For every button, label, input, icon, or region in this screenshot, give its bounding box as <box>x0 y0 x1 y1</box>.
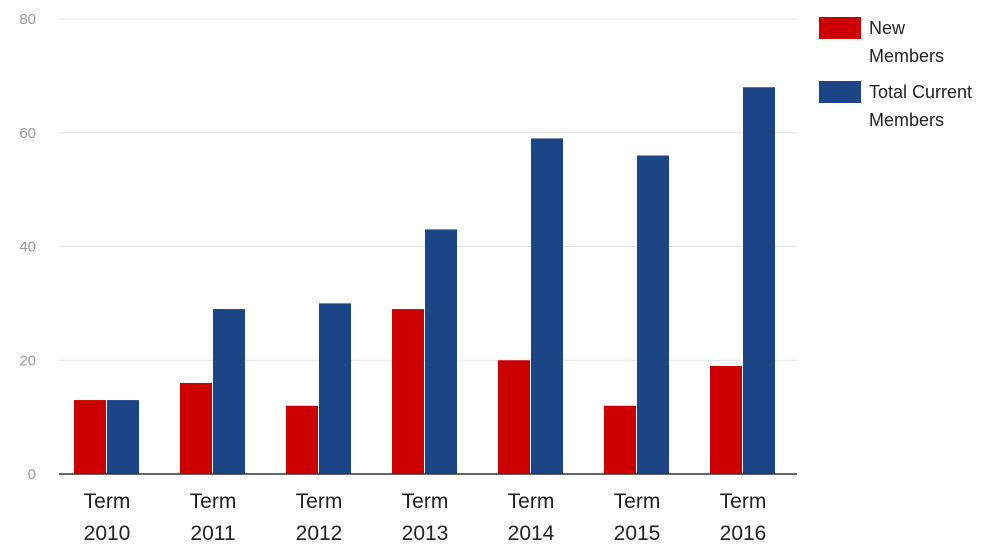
legend-label: Total Current <box>869 82 972 102</box>
y-tick-label: 20 <box>19 352 36 369</box>
y-tick-label: 80 <box>19 11 36 28</box>
legend-label: Members <box>869 46 944 66</box>
bar-series1-1[interactable] <box>213 309 245 474</box>
legend-swatch <box>819 17 861 39</box>
x-tick-label: Term <box>296 490 343 513</box>
x-tick-label: Term <box>720 490 767 513</box>
x-tick-label: 2011 <box>190 522 235 544</box>
y-tick-label: 60 <box>19 125 36 142</box>
bar-series0-1[interactable] <box>180 383 212 474</box>
bar-series1-6[interactable] <box>743 87 775 474</box>
legend-label: New <box>869 18 906 38</box>
bar-series1-3[interactable] <box>425 229 457 474</box>
x-tick-label: 2015 <box>614 522 661 544</box>
legend-swatch <box>819 81 861 103</box>
x-tick-label: 2014 <box>508 522 555 544</box>
x-tick-label: Term <box>84 490 131 513</box>
x-tick-label: Term <box>402 490 449 513</box>
bar-series0-2[interactable] <box>286 405 318 474</box>
x-tick-label: 2012 <box>296 522 343 544</box>
bar-series0-5[interactable] <box>604 405 636 474</box>
bar-series0-3[interactable] <box>392 309 424 474</box>
bar-series1-0[interactable] <box>107 400 139 474</box>
bar-series0-6[interactable] <box>710 365 742 474</box>
x-tick-label: 2016 <box>720 522 767 544</box>
y-tick-label: 40 <box>19 239 36 256</box>
y-tick-label: 0 <box>28 466 36 483</box>
legend-label: Members <box>869 110 944 130</box>
x-tick-label: Term <box>190 490 237 513</box>
x-tick-label: Term <box>614 490 661 513</box>
x-axis-ticks: Term 2010 Term 2011 Term 2012 Term 2013 Term 2014… <box>84 490 767 544</box>
x-tick-label: Term <box>508 490 555 513</box>
y-axis-ticks: 0 20 40 60 80 <box>19 11 36 483</box>
bar-series1-4[interactable] <box>531 138 563 474</box>
bar-series1-5[interactable] <box>637 155 669 475</box>
x-tick-label: 2010 <box>84 522 131 544</box>
bar-series0-4[interactable] <box>498 360 530 474</box>
bar-series1-2[interactable] <box>319 303 351 474</box>
bar-series0-0[interactable] <box>74 400 106 474</box>
bars <box>74 87 775 474</box>
x-tick-label: 2013 <box>402 522 449 544</box>
legend: New Members Total Current Members <box>819 17 972 130</box>
